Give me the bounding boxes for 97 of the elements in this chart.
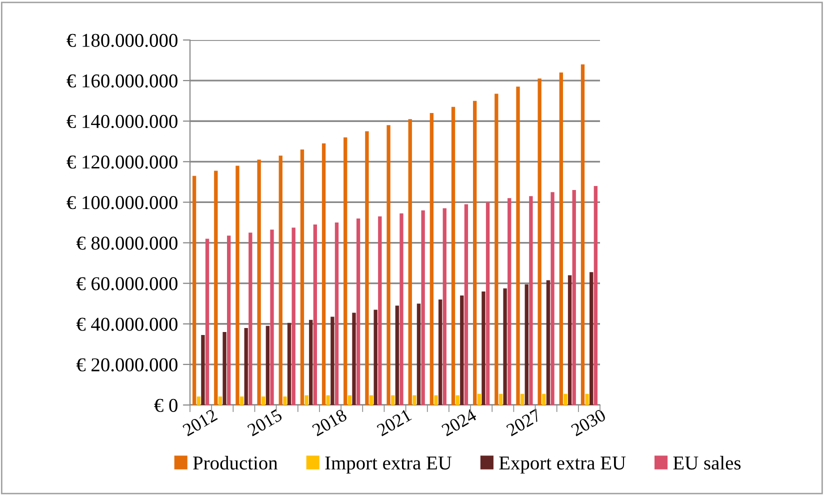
x-tick-label: 2021 bbox=[376, 408, 412, 436]
legend-label: EU sales bbox=[673, 456, 741, 470]
bar bbox=[494, 94, 498, 405]
bar bbox=[278, 156, 282, 405]
bar bbox=[516, 86, 520, 405]
bar bbox=[477, 394, 481, 405]
bar bbox=[590, 272, 594, 405]
bar bbox=[580, 64, 585, 405]
y-tick-label: € 120.000.000 bbox=[66, 155, 178, 169]
y-tick-label: € 160.000.000 bbox=[66, 74, 178, 88]
bar bbox=[451, 106, 456, 405]
bar bbox=[550, 192, 554, 405]
bar bbox=[524, 284, 528, 405]
y-tick-label: € 100.000.000 bbox=[66, 196, 178, 210]
bar bbox=[416, 304, 421, 405]
bar bbox=[529, 196, 533, 405]
bar bbox=[222, 332, 226, 405]
bar bbox=[482, 291, 486, 405]
bar bbox=[572, 190, 576, 405]
bar bbox=[205, 238, 210, 405]
bar bbox=[330, 316, 334, 405]
bar bbox=[201, 335, 205, 405]
bar bbox=[400, 213, 404, 405]
x-tick-label: 2027 bbox=[506, 408, 542, 436]
bar bbox=[395, 306, 399, 405]
bar bbox=[248, 232, 252, 405]
bar bbox=[240, 396, 244, 405]
bar bbox=[564, 394, 568, 405]
bar bbox=[352, 312, 356, 405]
y-tick-label: € 40.000.000 bbox=[76, 318, 178, 331]
y-tick-label: € 180.000.000 bbox=[66, 34, 178, 48]
bar bbox=[236, 166, 240, 405]
y-tick-label: € 80.000.000 bbox=[76, 236, 178, 250]
x-tick-label: 2024 bbox=[440, 408, 478, 436]
bar bbox=[391, 395, 395, 405]
bar bbox=[568, 275, 572, 405]
bar bbox=[270, 230, 274, 405]
bar bbox=[442, 208, 446, 405]
bar bbox=[227, 236, 231, 405]
bar bbox=[386, 125, 390, 405]
bar bbox=[313, 224, 317, 405]
bar bbox=[421, 210, 425, 405]
bar bbox=[218, 396, 222, 405]
bar bbox=[287, 322, 292, 405]
bar bbox=[434, 395, 438, 405]
bar bbox=[542, 394, 546, 405]
x-tick-label: 2015 bbox=[246, 408, 283, 436]
bar bbox=[348, 395, 352, 405]
bar bbox=[538, 78, 542, 405]
legend-label: Export extra EU bbox=[499, 456, 626, 474]
bar bbox=[344, 137, 348, 405]
bar bbox=[300, 150, 304, 405]
bar bbox=[304, 395, 308, 405]
bar bbox=[334, 222, 339, 405]
y-tick-label: € 140.000.000 bbox=[66, 114, 178, 128]
bar bbox=[430, 113, 434, 405]
bar bbox=[594, 186, 598, 405]
bar bbox=[196, 396, 200, 405]
bar bbox=[262, 396, 266, 405]
x-tick-label: 2012 bbox=[182, 408, 218, 436]
bar bbox=[326, 395, 330, 405]
bar bbox=[520, 394, 524, 405]
bar bbox=[322, 143, 326, 405]
bar bbox=[309, 320, 313, 405]
bar bbox=[292, 228, 296, 405]
bar bbox=[438, 300, 442, 405]
bar bbox=[559, 72, 563, 405]
bar bbox=[412, 395, 416, 405]
bar bbox=[464, 204, 468, 405]
legend-label: Import extra EU bbox=[325, 456, 452, 474]
x-tick-label: 2030 bbox=[570, 408, 607, 436]
bar bbox=[374, 310, 378, 405]
bar bbox=[378, 216, 382, 405]
bar bbox=[456, 395, 460, 405]
y-tick-label: € 0 bbox=[154, 398, 178, 412]
bar bbox=[498, 394, 503, 405]
bar bbox=[192, 176, 196, 405]
bar bbox=[369, 395, 374, 405]
bar bbox=[356, 218, 360, 405]
bar bbox=[473, 100, 477, 405]
bar bbox=[266, 326, 270, 405]
bar bbox=[365, 131, 369, 405]
bar bbox=[585, 394, 589, 405]
bar bbox=[214, 170, 218, 405]
x-tick-label: 2018 bbox=[311, 408, 348, 436]
bar bbox=[283, 396, 287, 405]
bar bbox=[244, 328, 248, 405]
legend-label: Production bbox=[193, 456, 278, 470]
bar bbox=[486, 202, 490, 405]
bar bbox=[460, 296, 464, 405]
y-tick-label: € 20.000.000 bbox=[76, 358, 178, 372]
bar bbox=[508, 198, 512, 405]
bar bbox=[546, 280, 550, 405]
bar bbox=[408, 119, 412, 405]
bar bbox=[257, 160, 261, 405]
y-tick-label: € 60.000.000 bbox=[76, 277, 178, 290]
bar bbox=[503, 288, 507, 405]
